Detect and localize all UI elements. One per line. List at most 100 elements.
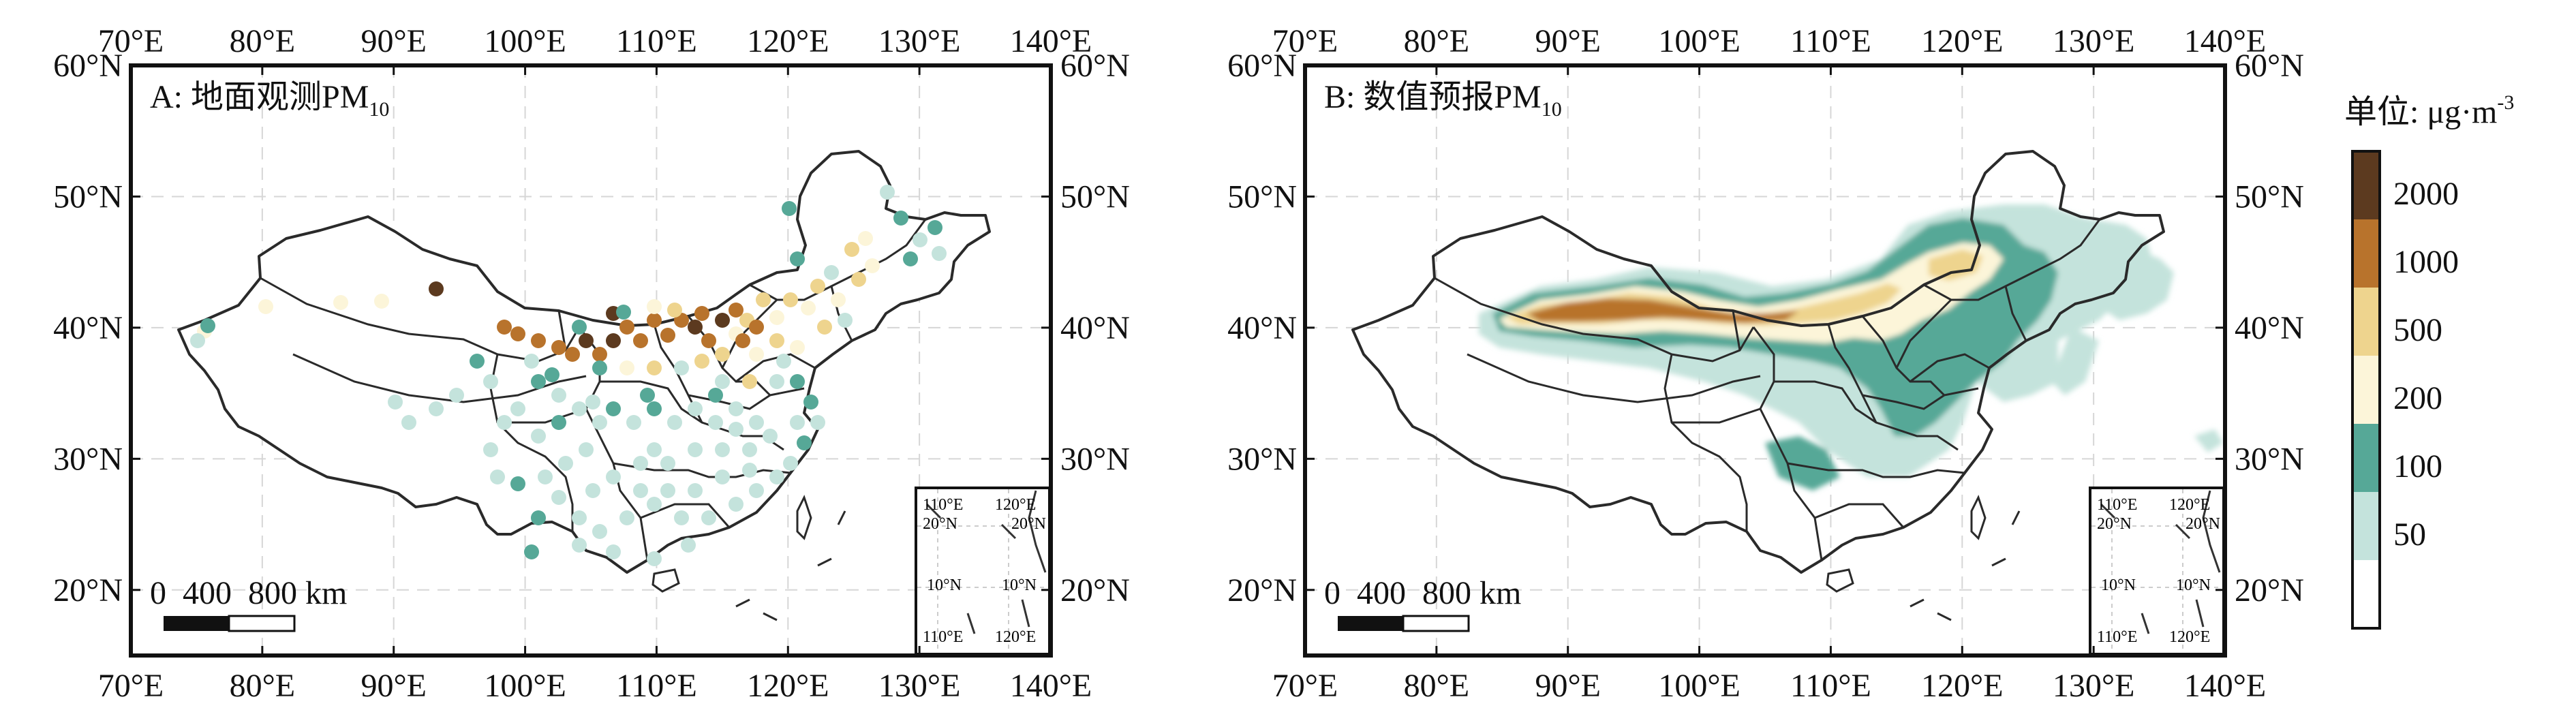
station-point <box>616 305 631 320</box>
svg-text:120°E: 120°E <box>995 496 1036 514</box>
station-point <box>903 251 918 266</box>
station-point <box>729 497 743 512</box>
station-point <box>565 347 580 362</box>
legend-swatch <box>2352 288 2380 356</box>
station-point <box>782 201 797 216</box>
station-point <box>913 232 927 247</box>
panel-a-frame <box>129 63 1053 658</box>
legend-label: 500 <box>2393 312 2442 348</box>
svg-text:20°N: 20°N <box>2186 515 2220 533</box>
lon-tick-label-bottom: 140°E <box>2184 668 2267 704</box>
svg-text:120°E: 120°E <box>2169 628 2210 646</box>
axis-ticks-b: 70°E70°E80°E80°E90°E90°E100°E100°E110°E1… <box>1227 23 2304 704</box>
station-point <box>524 544 539 559</box>
lon-tick-label-top: 100°E <box>1658 23 1741 59</box>
svg-text:120°E: 120°E <box>2169 496 2210 514</box>
station-point <box>483 442 498 457</box>
lon-tick-label-top: 130°E <box>878 23 961 59</box>
station-point <box>776 354 791 369</box>
china-outline <box>1351 150 2165 574</box>
panel-b-forecast: B: 数值预报PM10 0 400 800 km 110°E 120°E 20°… <box>1227 23 2304 704</box>
lon-tick-label-top: 140°E <box>1010 23 1092 59</box>
lat-tick-label-right: 50°N <box>1060 179 1130 215</box>
station-point <box>831 292 846 307</box>
legend-swatch <box>2352 151 2380 219</box>
station-point <box>572 401 587 416</box>
station-point <box>545 367 559 382</box>
province-borders <box>1434 219 2101 561</box>
station-point <box>844 242 859 257</box>
station-point <box>715 374 730 389</box>
station-point <box>497 320 512 335</box>
station-point <box>810 415 825 430</box>
legend-swatch <box>2352 560 2380 628</box>
station-point <box>701 510 716 525</box>
lon-tick-label-bottom: 70°E <box>98 668 164 704</box>
station-point <box>558 456 573 471</box>
lon-tick-label-top: 90°E <box>1535 23 1601 59</box>
station-point <box>374 294 389 309</box>
lon-tick-label-bottom: 80°E <box>1404 668 1470 704</box>
station-point <box>674 360 689 375</box>
station-point <box>606 333 621 348</box>
lon-tick-label-bottom: 110°E <box>1790 668 1871 704</box>
lat-tick-label-right: 20°N <box>2235 572 2304 608</box>
station-point <box>258 299 273 314</box>
lon-tick-label-top: 90°E <box>361 23 427 59</box>
station-point <box>606 469 621 484</box>
station-point <box>783 292 798 307</box>
lon-tick-label-top: 80°E <box>230 23 296 59</box>
lon-tick-label-top: 110°E <box>1790 23 1871 59</box>
station-point <box>606 544 621 559</box>
station-point <box>851 272 866 287</box>
legend-label: 2000 <box>2393 176 2459 212</box>
station-point <box>801 300 816 315</box>
station-point <box>551 415 566 430</box>
station-point <box>742 374 757 389</box>
station-point <box>893 211 908 226</box>
station-point <box>667 303 682 318</box>
svg-text:10°N: 10°N <box>1002 576 1037 594</box>
station-point <box>190 333 205 348</box>
lon-tick-label-bottom: 90°E <box>361 668 427 704</box>
station-point <box>572 510 587 525</box>
lat-tick-label-left: 40°N <box>53 310 123 346</box>
station-point <box>729 422 743 437</box>
station-point <box>688 401 703 416</box>
station-point <box>449 388 464 403</box>
station-point <box>572 538 587 553</box>
lat-tick-label-left: 60°N <box>53 48 123 84</box>
station-point <box>579 442 594 457</box>
station-point <box>524 354 539 369</box>
lon-tick-label-bottom: 120°E <box>747 668 829 704</box>
station-point <box>817 320 832 335</box>
station-point <box>429 281 444 296</box>
lat-tick-label-left: 30°N <box>1227 441 1297 477</box>
station-point <box>688 320 703 335</box>
station-point <box>551 388 566 403</box>
station-point <box>470 354 485 369</box>
legend-swatch <box>2352 424 2380 492</box>
station-point <box>769 333 784 348</box>
station-point <box>729 401 743 416</box>
station-point <box>585 483 600 498</box>
station-point <box>429 401 444 416</box>
panel-a-observed: A: 地面观测PM10 0 400 800 km 110°E 120°E 20°… <box>53 23 1130 704</box>
svg-text:10°N: 10°N <box>927 576 962 594</box>
svg-text:20°N: 20°N <box>2097 515 2132 533</box>
station-point <box>510 401 525 416</box>
lat-tick-label-right: 30°N <box>2235 441 2304 477</box>
station-point <box>790 340 805 355</box>
station-point <box>497 415 512 430</box>
legend-frame <box>2351 150 2381 630</box>
lat-tick-label-left: 40°N <box>1227 310 1297 346</box>
station-point <box>592 360 607 375</box>
station-point <box>619 510 634 525</box>
lon-tick-label-top: 80°E <box>1404 23 1470 59</box>
station-point <box>797 435 812 450</box>
station-point <box>742 442 757 457</box>
station-point <box>647 497 662 512</box>
scalebar-label: 0 400 800 km <box>1324 575 1521 611</box>
station-point <box>701 333 716 348</box>
